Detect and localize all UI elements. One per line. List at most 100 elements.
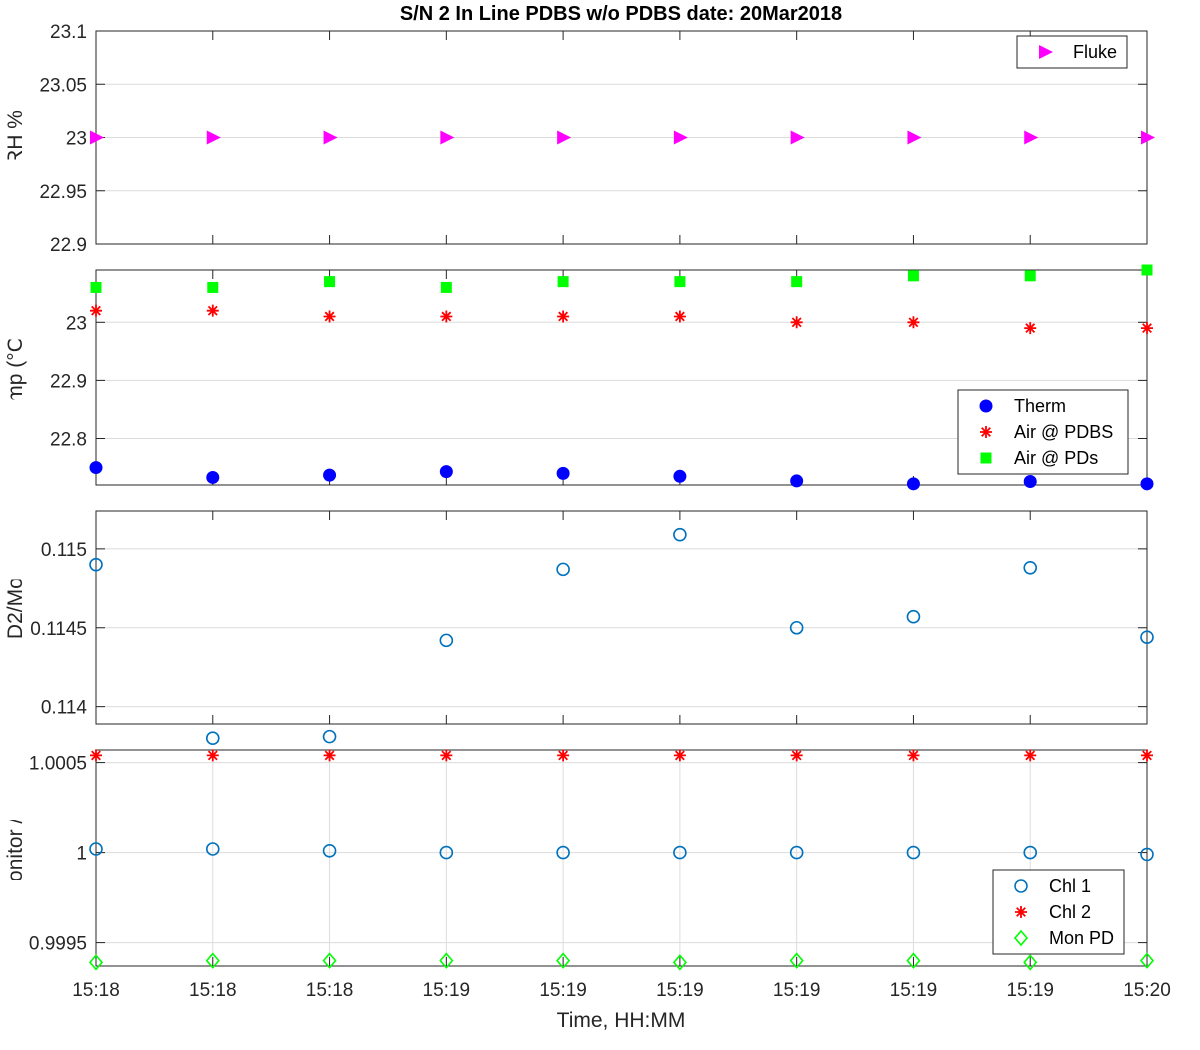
legend-marker [980,452,992,464]
data-point [1024,130,1039,145]
data-point [439,952,454,969]
data-point [322,729,337,744]
x-tick-label: 15:19 [423,980,471,1001]
legend-label: Air @ PDBS [1014,422,1113,442]
data-point [1141,130,1155,145]
x-tick-label: 15:19 [656,980,704,1001]
data-point [1023,560,1038,575]
legend-marker [1039,45,1053,59]
data-point [439,633,454,648]
y-tick-label: 22.9 [50,371,87,392]
y-axis-label: Temp (°C) [4,330,27,425]
data-point [1023,954,1038,971]
legend-label: Chl 1 [1049,876,1091,896]
legend: Chl 1 Chl 2 Mon PD [992,869,1125,955]
data-point [557,130,572,145]
series-2 [90,304,1153,335]
data-point [323,749,336,762]
axes-box [95,749,1148,967]
x-tick-label: 15:18 [189,980,237,1001]
legend-marker [1014,879,1028,893]
data-point [90,304,102,317]
data-point [1141,322,1153,335]
data-point [556,466,570,480]
series-1 [89,842,1154,862]
series-1 [90,130,1155,145]
y-tick-label: 22.95 [39,182,87,203]
data-point [907,316,920,329]
data-point [789,845,804,860]
series-3 [90,264,1153,293]
y-tick-label: 0.115 [41,540,87,561]
legend-label: Fluke [1073,42,1117,62]
data-point [790,474,804,488]
y-axis-label: PDs & Monitor / 1st val [4,751,27,965]
data-point [557,749,570,762]
data-point [1140,847,1154,862]
data-point [556,845,570,860]
data-point [789,952,804,969]
subplot-1: 22.9 22.95 23 23.05 23.1 RH % Fluke [4,22,1155,256]
data-point [206,749,219,762]
data-point [89,842,103,856]
data-point [907,749,920,762]
axes-box [95,510,1148,725]
data-point [673,130,688,145]
legend-box [992,869,1125,955]
data-point [1139,952,1155,969]
y-tick-label: 22.8 [50,430,87,451]
data-point [88,954,104,971]
data-point [907,130,922,145]
data-point [90,281,102,293]
data-point [906,845,921,860]
data-point [906,477,920,491]
series-1 [89,527,1154,746]
data-point [1140,477,1154,491]
data-point [1141,749,1153,762]
data-point [90,749,102,762]
data-point [674,276,686,288]
y-tick-label: 22.9 [50,235,87,256]
subplot-2: 22.8 22.9 23 Temp (°C) Therm Air @ PDBS Air @ … [4,264,1154,491]
data-point [89,461,103,475]
data-point [1141,264,1153,276]
figure-title: S/N 2 In Line PDBS w/o PDBS date: 20Mar2… [400,3,842,25]
x-tick-label: 15:20 [1123,980,1171,1001]
y-tick-label: 0.114 [41,698,88,719]
data-point [323,130,338,145]
data-point [906,952,921,969]
data-point [439,465,453,479]
data-point [790,130,805,145]
data-point [1024,749,1037,762]
data-point [440,130,455,145]
legend: Fluke [1016,35,1128,69]
subplot-3: 0.114 0.1145 0.115 Ratio PD2/Mon (%) [4,510,1154,746]
data-point [673,469,687,483]
legend-marker [980,426,992,438]
data-point [89,557,103,572]
data-point [1140,630,1154,645]
data-point [672,954,687,971]
data-point [1023,845,1038,860]
data-point [1024,322,1037,335]
y-tick-label: 23 [66,129,87,150]
data-point [673,310,686,323]
data-point [556,952,571,969]
legend: Therm Air @ PDBS Air @ PDs [957,389,1129,475]
x-tick-label: 15:19 [773,980,821,1001]
data-point [673,749,686,762]
data-point [557,276,569,288]
x-tick-label: 15:19 [890,980,938,1001]
data-point [322,843,337,858]
data-point [673,527,687,542]
data-point [790,749,803,762]
data-point [90,130,104,145]
y-tick-label: 0.1145 [30,619,87,640]
data-point [323,310,336,323]
data-point [206,304,219,317]
legend-marker [1015,906,1027,918]
series-1 [89,461,1154,491]
data-point [907,270,919,282]
x-tick-label: 15:19 [1006,980,1054,1001]
